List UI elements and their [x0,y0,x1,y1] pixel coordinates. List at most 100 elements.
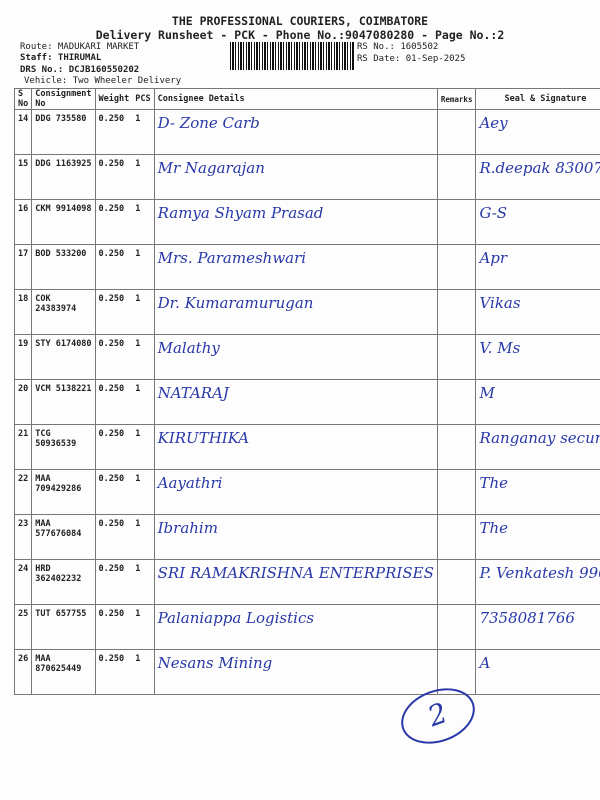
consignee-details-handwriting: Palaniappa Logistics [157,609,315,627]
table-row: 25 TUT 657755 0.250 1 Palaniappa Logistics 73… [13,604,600,650]
consignee-details: Aayathri [153,469,438,515]
remarks [436,559,477,605]
remarks [436,379,477,425]
serial-number: 26 [13,649,33,695]
serial-number: 21 [13,424,33,470]
pieces: 1 [132,244,155,290]
consignee-details-handwriting: Aayathri [157,474,223,492]
weight: 0.250 [94,109,133,155]
pieces: 1 [132,379,155,425]
signature-handwriting: G-S [479,204,508,222]
serial-number: 15 [13,154,33,200]
consignment-number: MAA 709429286 [31,469,96,515]
consignee-details: Mrs. Parameshwari [153,244,438,290]
signature-handwriting: The [479,519,509,537]
remarks [436,649,477,695]
consignee-details: NATARAJ [153,379,438,425]
remarks [436,514,477,560]
table-row: 17 BOD 533200 0.250 1 Mrs. Parameshwari Apr [13,244,600,290]
remarks [436,334,477,380]
col-consignment: Consignment No [31,88,96,110]
consignee-details: Malathy [153,334,438,380]
weight: 0.250 [94,379,133,425]
pieces: 1 [132,424,155,470]
barcode [230,42,355,70]
consignee-details: Ramya Shyam Prasad [153,199,438,245]
consignment-number: CKM 9914098 [31,199,96,245]
serial-number: 23 [13,514,33,560]
weight: 0.250 [94,424,133,470]
vehicle: Vehicle: Two Wheeler Delivery [24,76,182,86]
weight: 0.250 [94,559,133,605]
table-row: 26 MAA 870625449 0.250 1 Nesans Mining A [13,649,600,695]
signature-handwriting: P. Venkatesh 9965572170 [479,564,600,582]
consignment-number: DDG 735580 [31,109,96,155]
signature-handwriting: Ranganay security [479,429,600,447]
rs-no: RS No.: 1605502 [357,42,439,52]
consignment-number: VCM 5138221 [31,379,96,425]
remarks [436,424,477,470]
consignee-details-handwriting: Ramya Shyam Prasad [157,204,324,222]
signature: R.deepak 8300771233 [475,154,600,200]
weight: 0.250 [94,199,133,245]
consignee-details-handwriting: Malathy [157,339,220,357]
consignee-details: D- Zone Carb [153,109,438,155]
consignee-details: SRI RAMAKRISHNA ENTERPRISES [153,559,438,605]
consignment-number: DDG 1163925 [31,154,96,200]
remarks [436,604,477,650]
weight: 0.250 [94,649,133,695]
table-row: 19 STY 6174080 0.250 1 Malathy V. Ms [13,334,600,380]
consignee-details: Mr Nagarajan [153,154,438,200]
table-row: 15 DDG 1163925 0.250 1 Mr Nagarajan R.deepak … [13,154,600,200]
serial-number: 19 [13,334,33,380]
staff: Staff: THIRUMAL [20,53,102,63]
consignee-details: Dr. Kumaramurugan [153,289,438,335]
remarks [436,469,477,515]
signature-handwriting: M [479,384,495,402]
signature: V. Ms [475,334,600,380]
signature: Ranganay security [475,424,600,470]
signature-handwriting: Aey [479,114,508,132]
consignment-number: MAA 577676084 [31,514,96,560]
pieces: 1 [132,469,155,515]
col-sno: S No [13,88,33,110]
remarks [436,199,477,245]
signature: Aey [475,109,600,155]
table-row: 24 HRD 362402232 0.250 1 SRI RAMAKRISHNA ENT… [13,559,600,605]
table-row: 21 TCG 50936539 0.250 1 KIRUTHIKA Ranganay se… [13,424,600,470]
serial-number: 24 [13,559,33,605]
table-row: 22 MAA 709429286 0.250 1 Aayathri The [13,469,600,515]
weight: 0.250 [94,334,133,380]
pieces: 1 [132,334,155,380]
consignment-number: TCG 50936539 [31,424,96,470]
consignee-details: Palaniappa Logistics [153,604,438,650]
weight: 0.250 [94,289,133,335]
serial-number: 14 [13,109,33,155]
serial-number: 25 [13,604,33,650]
route: Route: MADUKARI MARKET [20,42,140,52]
consignee-details-handwriting: SRI RAMAKRISHNA ENTERPRISES [157,564,434,582]
table-row: 14 DDG 735580 0.250 1 D- Zone Carb Aey [13,109,600,155]
weight: 0.250 [94,469,133,515]
col-consignee: Consignee Details [153,88,438,110]
serial-number: 17 [13,244,33,290]
rs-date: RS Date: 01-Sep-2025 [357,54,466,64]
table-row: 18 COK 24383974 0.250 1 Dr. Kumaramurugan Vik… [13,289,600,335]
serial-number: 16 [13,199,33,245]
serial-number: 22 [13,469,33,515]
pieces: 1 [132,559,155,605]
pieces: 1 [132,154,155,200]
signature: The [475,469,600,515]
table-row: 20 VCM 5138221 0.250 1 NATARAJ M [13,379,600,425]
pieces: 1 [132,109,155,155]
consignment-number: COK 24383974 [31,289,96,335]
consignee-details: Ibrahim [153,514,438,560]
consignee-details-handwriting: Nesans Mining [157,654,273,672]
signature: G-S [475,199,600,245]
table-row: 23 MAA 577676084 0.250 1 Ibrahim The [13,514,600,560]
signature: Vikas [475,289,600,335]
signature-handwriting: A [479,654,491,672]
col-pcs: PCS [132,88,155,110]
remarks [436,244,477,290]
consignee-details-handwriting: NATARAJ [157,384,229,402]
